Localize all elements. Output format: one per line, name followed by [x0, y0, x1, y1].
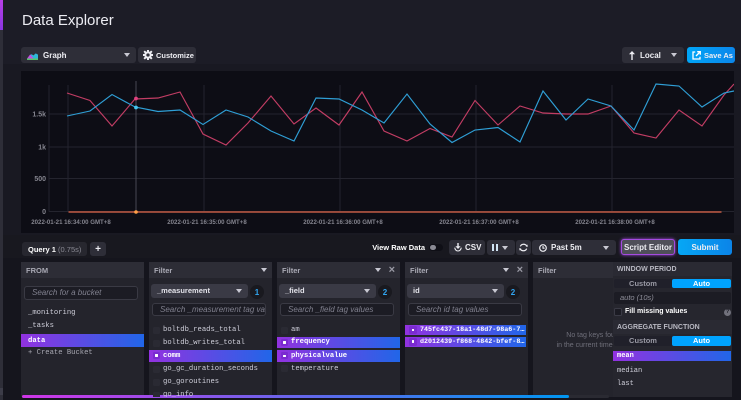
svg-text:2022-01-21 16:36:00 GMT+8: 2022-01-21 16:36:00 GMT+8 [303, 219, 383, 226]
svg-text:2022-01-21 16:34:00 GMT+8: 2022-01-21 16:34:00 GMT+8 [31, 219, 111, 226]
svg-text:2022-01-21 16:35:00 GMT+8: 2022-01-21 16:35:00 GMT+8 [167, 219, 247, 226]
svg-text:2022-01-21 16:38:00 GMT+8: 2022-01-21 16:38:00 GMT+8 [575, 219, 655, 226]
svg-text:500: 500 [34, 176, 46, 183]
svg-text:1.5k: 1.5k [32, 112, 46, 119]
svg-text:2022-01-21 16:37:00 GMT+8: 2022-01-21 16:37:00 GMT+8 [439, 219, 519, 226]
svg-text:0: 0 [42, 209, 46, 216]
svg-text:1k: 1k [38, 145, 46, 152]
